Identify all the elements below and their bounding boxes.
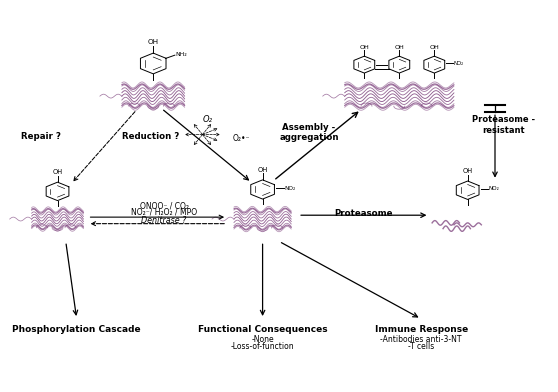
Text: NO₂: NO₂ — [454, 61, 464, 66]
Text: Proteasome: Proteasome — [334, 209, 393, 218]
Text: O₂: O₂ — [203, 115, 213, 123]
Text: Assembly -
aggregation: Assembly - aggregation — [280, 123, 339, 142]
Text: Proteasome -
resistant: Proteasome - resistant — [472, 115, 535, 134]
Text: -Loss-of-function: -Loss-of-function — [231, 342, 295, 351]
Text: -Antibodies anti-3-NT: -Antibodies anti-3-NT — [381, 335, 462, 344]
Text: -T cells: -T cells — [408, 342, 434, 351]
Text: Immune Response: Immune Response — [374, 325, 468, 334]
Text: OH: OH — [463, 168, 473, 174]
Text: Reduction ?: Reduction ? — [122, 132, 179, 141]
Text: NO₂⁻/ H₂O₂ / MPO: NO₂⁻/ H₂O₂ / MPO — [131, 208, 197, 217]
Text: ONOO⁻ / CO₂: ONOO⁻ / CO₂ — [140, 201, 189, 210]
Text: OH: OH — [148, 39, 159, 45]
Text: OH: OH — [52, 169, 62, 175]
Text: Denitrase ?: Denitrase ? — [142, 216, 187, 225]
Text: NO₂: NO₂ — [285, 185, 296, 191]
Text: NO₂: NO₂ — [489, 186, 499, 191]
Text: O₂•⁻: O₂•⁻ — [233, 134, 250, 143]
Text: OH: OH — [359, 45, 369, 50]
Text: Repair ?: Repair ? — [21, 132, 61, 141]
Text: OH: OH — [395, 45, 404, 50]
Text: Phosphorylation Cascade: Phosphorylation Cascade — [12, 325, 141, 334]
Text: OH: OH — [430, 45, 439, 50]
Text: OH: OH — [257, 167, 268, 172]
Text: NH₂: NH₂ — [176, 52, 187, 57]
Text: -None: -None — [251, 335, 274, 344]
Text: Functional Consequences: Functional Consequences — [198, 325, 328, 334]
